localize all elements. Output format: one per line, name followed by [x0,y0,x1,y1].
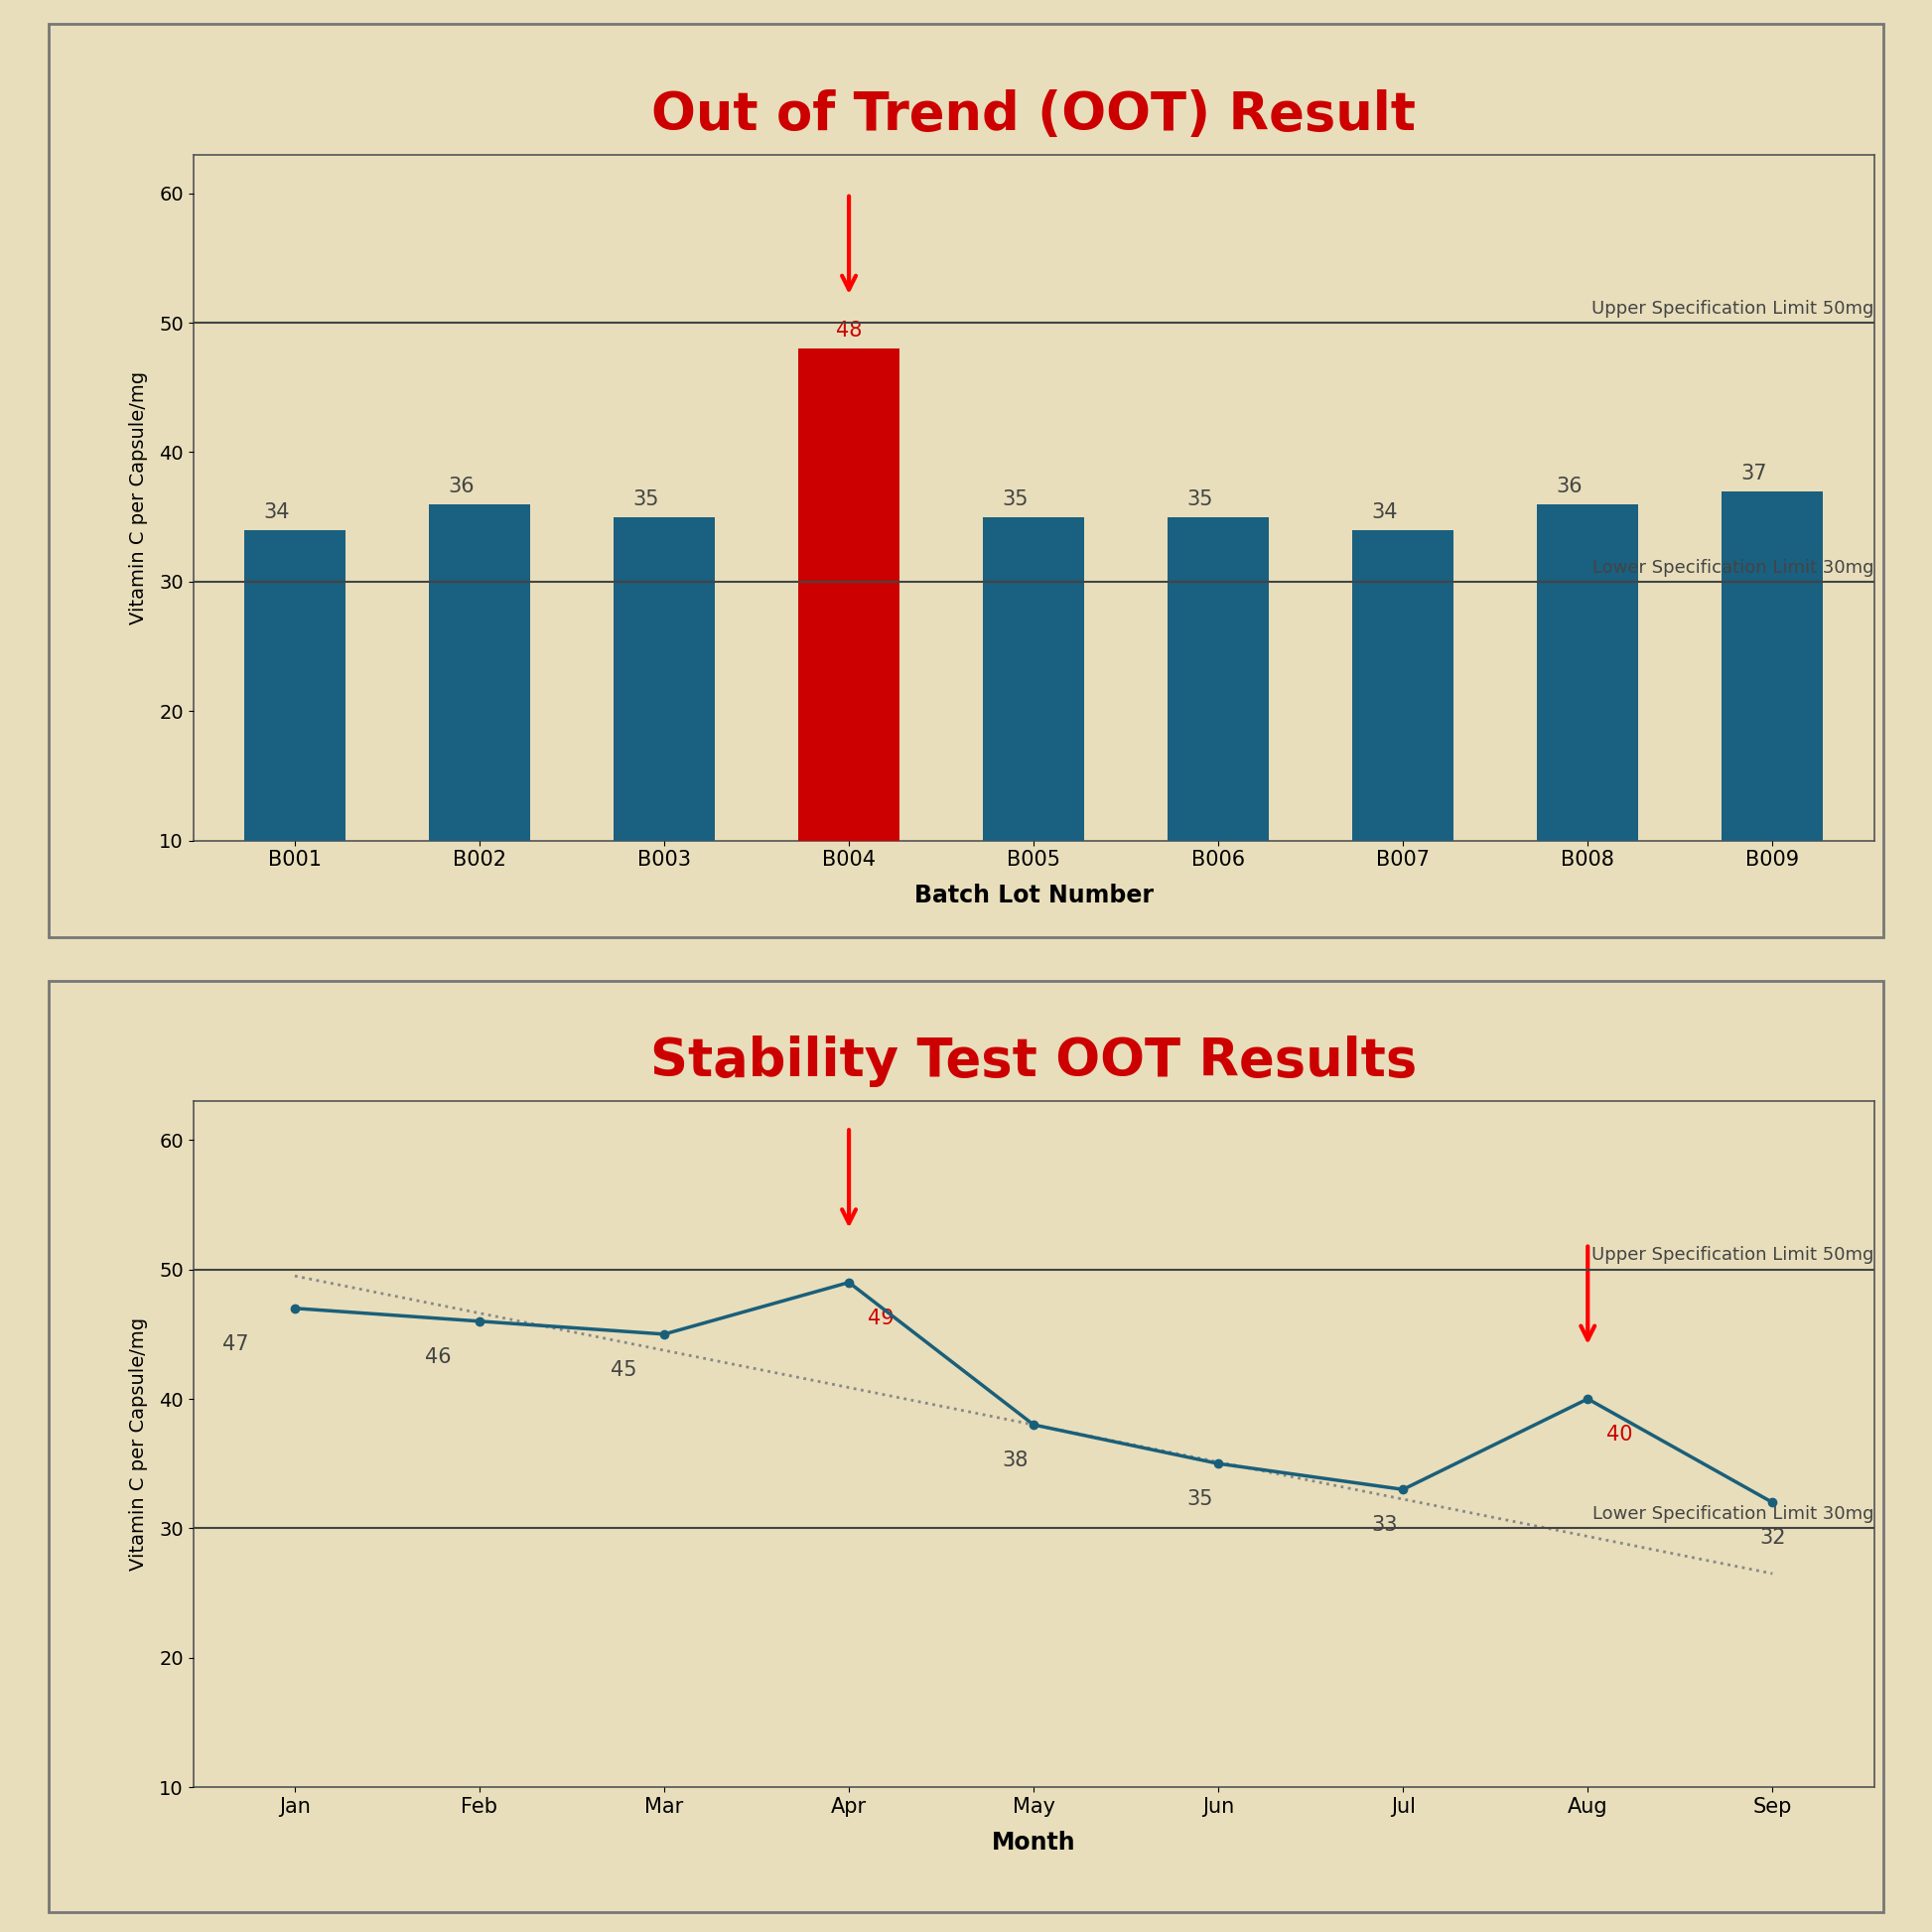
Y-axis label: Vitamin C per Capsule/mg: Vitamin C per Capsule/mg [129,371,149,624]
Text: 34: 34 [1372,502,1397,522]
Text: 37: 37 [1741,464,1768,483]
Bar [614,518,715,970]
Text: 35: 35 [1003,489,1028,510]
Bar [983,518,1084,970]
Text: 48: 48 [837,321,862,340]
Title: Stability Test OOT Results: Stability Test OOT Results [651,1036,1416,1088]
Y-axis label: Vitamin C per Capsule/mg: Vitamin C per Capsule/mg [129,1318,149,1571]
Text: 33: 33 [1372,1515,1397,1536]
Text: Upper Specification Limit 50mg: Upper Specification Limit 50mg [1592,299,1874,317]
Text: 49: 49 [867,1308,895,1327]
Text: 36: 36 [448,477,473,497]
Bar [1721,491,1824,970]
Bar [429,504,529,970]
X-axis label: Batch Lot Number: Batch Lot Number [914,883,1153,908]
Bar [798,348,900,970]
Text: 35: 35 [1186,489,1213,510]
Text: 40: 40 [1605,1424,1633,1445]
Text: 36: 36 [1555,477,1582,497]
X-axis label: Month: Month [991,1830,1076,1855]
Text: 38: 38 [1003,1451,1028,1470]
Text: 47: 47 [222,1335,249,1354]
Text: 46: 46 [425,1347,452,1368]
Text: 35: 35 [632,489,659,510]
Bar [1352,529,1453,970]
Text: 45: 45 [611,1360,636,1379]
Bar [243,529,346,970]
Text: Upper Specification Limit 50mg: Upper Specification Limit 50mg [1592,1246,1874,1264]
Bar [1538,504,1638,970]
Text: 34: 34 [263,502,290,522]
Text: 35: 35 [1186,1490,1213,1509]
Text: 32: 32 [1760,1528,1785,1548]
Bar [1167,518,1269,970]
Text: Lower Specification Limit 30mg: Lower Specification Limit 30mg [1592,558,1874,576]
Title: Out of Trend (OOT) Result: Out of Trend (OOT) Result [651,89,1416,141]
Text: Lower Specification Limit 30mg: Lower Specification Limit 30mg [1592,1505,1874,1522]
